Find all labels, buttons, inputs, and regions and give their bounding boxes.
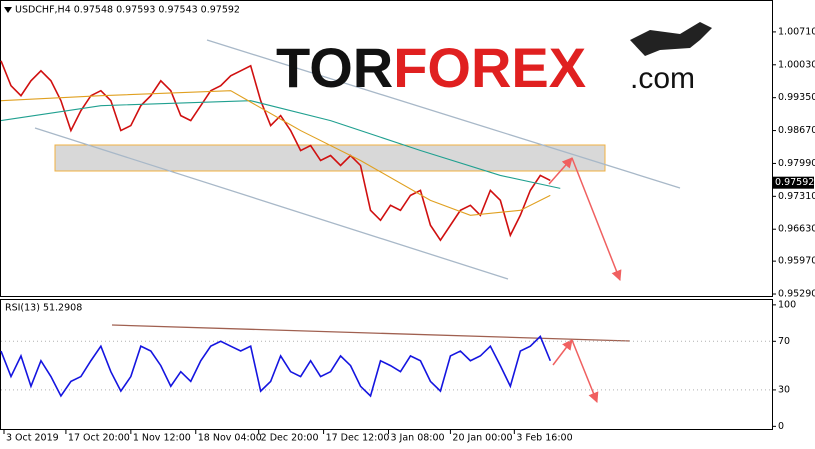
series-line [0, 100, 561, 189]
y-tick-label: 0 [778, 421, 784, 432]
y-tick-label: 30 [778, 384, 790, 395]
series-line [0, 335, 552, 398]
y-tick-label: 0.95970 [778, 256, 815, 267]
y-tick-label: 0.96630 [778, 224, 815, 235]
forecast-arrow [552, 339, 573, 366]
x-tick-label: 18 Nov 04:00 [198, 433, 262, 444]
channel-line [34, 127, 509, 280]
last-price-label: 0.97592 [775, 177, 814, 188]
series-line [0, 90, 551, 216]
y-tick-label: 0.98670 [778, 125, 815, 136]
forecast-arrow [548, 157, 573, 185]
channel-line [206, 39, 681, 189]
header: USDCHF,H4 0.97548 0.97593 0.97543 0.9759… [15, 5, 240, 16]
forecast-arrow [571, 157, 622, 281]
header-icon [4, 7, 12, 13]
x-tick-label: 3 Oct 2019 [6, 433, 59, 444]
last-price-box [772, 176, 814, 189]
y-tick-label: 70 [778, 336, 790, 347]
series-line [0, 60, 551, 242]
rsi-panel [0, 299, 773, 430]
y-tick-label: 100 [778, 299, 796, 310]
rsi-trendline [111, 324, 631, 342]
rsi-title: RSI(13) 51.2908 [5, 303, 82, 314]
y-tick-label: 0.95290 [778, 289, 815, 300]
x-tick-label: 3 Jan 08:00 [390, 433, 444, 444]
y-tick-label: 0.99350 [778, 92, 815, 103]
y-tick-label: 0.97310 [778, 191, 815, 202]
y-tick-label: 0.97990 [778, 158, 815, 169]
price-panel [0, 0, 773, 297]
x-tick-label: 17 Oct 20:00 [68, 433, 130, 444]
forecast-arrow [571, 339, 599, 403]
resistance-zone [54, 144, 606, 172]
x-tick-label: 17 Dec 12:00 [326, 433, 390, 444]
logo: TORFOREX [276, 36, 586, 99]
x-tick-label: 2 Dec 20:00 [261, 433, 319, 444]
logo-suffix: .com [630, 62, 695, 95]
y-tick-label: 1.00710 [778, 26, 815, 37]
logo-bull [630, 22, 712, 56]
x-tick-label: 3 Feb 16:00 [516, 433, 572, 444]
y-tick-label: 1.00030 [778, 59, 815, 70]
x-tick-label: 20 Jan 00:00 [452, 433, 512, 444]
x-tick-label: 1 Nov 12:00 [133, 433, 191, 444]
